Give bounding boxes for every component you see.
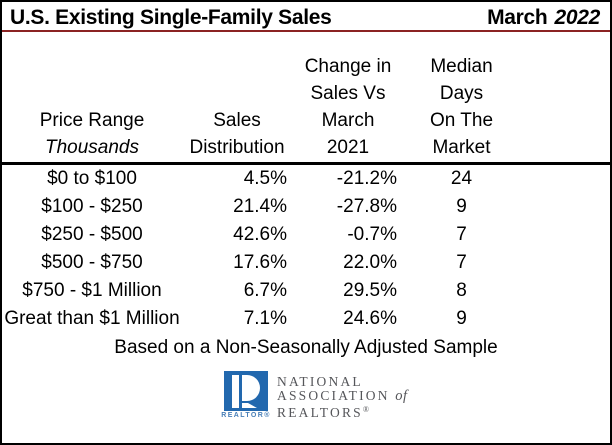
report-period: March 2022 [487,6,600,30]
title-bar: U.S. Existing Single-Family Sales March … [2,2,610,32]
header-line: Days [439,83,484,104]
footnote: Based on a Non-Seasonally Adjusted Sampl… [114,337,498,358]
price-range-cell: $250 - $500 [41,224,143,245]
row-spacer [519,193,610,221]
price-range-cell: Great than $1 Million [4,308,180,329]
header-line: March [321,110,375,131]
realtor-block-mark: REALTOR® [221,371,271,419]
sales-distribution-cell: 4.5% [243,168,287,189]
change-vs-2021-cell: 24.6% [343,308,397,329]
change-vs-2021-cell: 22.0% [343,252,397,273]
sales-distribution-cell: 17.6% [233,252,287,273]
nar-logo: REALTOR® NATIONAL ASSOCIATION of REALTOR… [221,371,610,420]
table-body: $0 to $100 4.5% -21.2% 24 $100 - $250 21… [2,165,610,333]
header-line: 2021 [326,137,370,158]
page-title: U.S. Existing Single-Family Sales [10,5,332,29]
org-line: NATIONAL [277,374,363,389]
table-row: $500 - $750 17.6% 22.0% 7 [2,249,610,277]
header-line: Price Range [39,110,145,131]
org-of-word: of [395,387,408,404]
table-row: Great than $1 Million 7.1% 24.6% 9 [2,305,610,333]
realtor-label: REALTOR® [221,412,271,419]
median-days-cell: 9 [456,196,467,217]
sales-distribution-cell: 42.6% [233,224,287,245]
row-spacer [519,221,610,249]
change-vs-2021-cell: -0.7% [347,224,397,245]
median-days-cell: 7 [456,252,467,273]
column-header-sales-distribution: Sales Distribution [182,32,292,162]
median-days-cell: 8 [456,280,467,301]
column-header-price-range: Price Range Thousands [2,32,182,162]
sales-distribution-cell: 6.7% [243,280,287,301]
table-row: $750 - $1 Million 6.7% 29.5% 8 [2,277,610,305]
realtor-r-icon [224,371,268,411]
header-spacer [519,32,610,162]
table-row: $100 - $250 21.4% -27.8% 9 [2,193,610,221]
median-days-cell: 7 [456,224,467,245]
org-line: REALTORS® [277,405,369,420]
table-row: $250 - $500 42.6% -0.7% 7 [2,221,610,249]
header-line: On The [429,110,494,131]
registered-mark: ® [362,405,369,414]
row-spacer [519,165,610,193]
table-row: $0 to $100 4.5% -21.2% 24 [2,165,610,193]
row-spacer [519,249,610,277]
price-range-cell: $100 - $250 [41,196,143,217]
price-range-cell: $500 - $750 [41,252,143,273]
period-year: 2022 [554,5,600,29]
median-days-cell: 9 [456,308,467,329]
column-header-change-in-sales: Change in Sales Vs March 2021 [292,32,404,162]
sales-distribution-cell: 21.4% [233,196,287,217]
change-vs-2021-cell: -27.8% [336,196,397,217]
change-vs-2021-cell: -21.2% [336,168,397,189]
org-name: NATIONAL ASSOCIATION of REALTORS® [277,371,408,420]
column-header-median-days: Median Days On The Market [404,32,519,162]
change-vs-2021-cell: 29.5% [343,280,397,301]
header-line: Distribution [189,137,285,158]
org-line: ASSOCIATION of [277,387,408,404]
median-days-cell: 24 [450,168,473,189]
price-range-cell: $750 - $1 Million [22,280,162,301]
header-line: Sales [213,110,261,131]
header-line: Market [432,137,491,158]
header-line: Sales Vs [310,83,386,104]
price-range-cell: $0 to $100 [47,168,137,189]
header-line: Thousands [44,137,139,158]
table-header: Price Range Thousands Sales Distribution… [2,32,610,165]
sales-distribution-cell: 7.1% [243,308,287,329]
header-line: Change in [304,56,392,77]
header-line: Median [430,56,493,77]
row-spacer [519,277,610,305]
period-month: March [487,5,548,29]
row-spacer [519,305,610,333]
